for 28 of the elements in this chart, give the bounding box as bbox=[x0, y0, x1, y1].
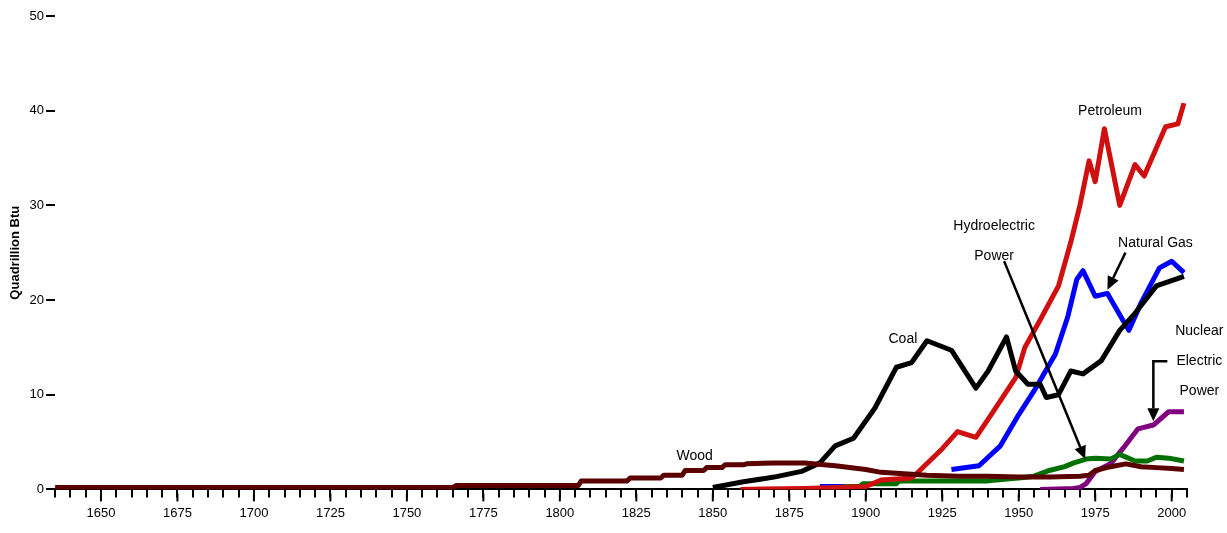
x-tick-label: 1800 bbox=[545, 504, 575, 520]
y-tick-label: 30 bbox=[29, 196, 45, 212]
x-tick-label: 1900 bbox=[851, 504, 881, 520]
y-tick-label: 0 bbox=[36, 480, 45, 496]
x-tick-label: 1775 bbox=[468, 504, 498, 520]
x-tick-label: 1675 bbox=[162, 504, 192, 520]
annotation: Petroleum bbox=[1078, 102, 1142, 119]
annotation: Natural Gas bbox=[1118, 234, 1193, 251]
y-axis-title: Quadrillion Btu bbox=[7, 205, 23, 300]
x-tick-label: 1925 bbox=[927, 504, 957, 520]
x-tick-label: 1875 bbox=[774, 504, 804, 520]
x-tick-label: 1975 bbox=[1080, 504, 1110, 520]
annotation: Wood bbox=[676, 447, 713, 464]
x-tick-label: 1850 bbox=[698, 504, 728, 520]
annotation: Nuclear Electric Power bbox=[1175, 322, 1224, 399]
y-tick-label: 10 bbox=[29, 386, 45, 402]
annotation: Hydroelectric Power bbox=[953, 216, 1035, 263]
x-tick-label: 1825 bbox=[621, 504, 651, 520]
x-tick-label: 1650 bbox=[86, 504, 116, 520]
annotation: Coal bbox=[888, 329, 918, 346]
x-tick-label: 2000 bbox=[1157, 504, 1187, 520]
x-tick-label: 1700 bbox=[239, 504, 269, 520]
y-tick-label: 50 bbox=[29, 7, 45, 23]
x-tick-label: 1725 bbox=[315, 504, 345, 520]
y-tick-label: 40 bbox=[29, 102, 45, 118]
x-tick-label: 1950 bbox=[1004, 504, 1034, 520]
y-tick-label: 20 bbox=[29, 291, 45, 307]
x-tick-label: 1750 bbox=[392, 504, 422, 520]
